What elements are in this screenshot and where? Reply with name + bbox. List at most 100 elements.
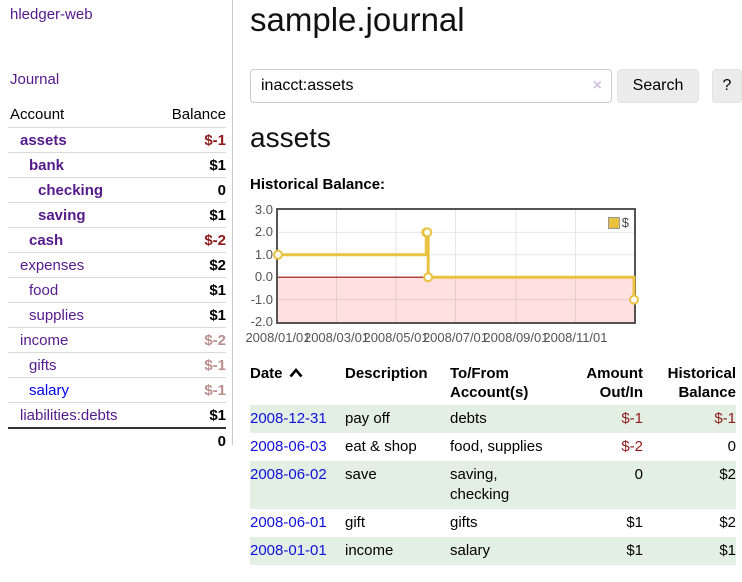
transaction-date-link[interactable]: 2008-01-01 [250, 542, 327, 559]
account-balance: $-1 [204, 128, 226, 152]
help-button[interactable]: ? [712, 69, 742, 103]
register-header-balance-line1: Historical [668, 365, 736, 382]
register-header-amount-line1: Amount [586, 365, 643, 382]
register-header-accounts-line1: To/From [450, 365, 509, 382]
y-axis-tick-label: 1.0 [250, 247, 273, 263]
register-cell-description: pay off [345, 405, 450, 433]
search-box: × [250, 69, 612, 103]
register-row: 2008-06-01 giftgifts$1$2 [250, 509, 736, 537]
register-cell-balance: $2 [643, 509, 736, 537]
transaction-date-link[interactable]: 2008-06-03 [250, 438, 327, 455]
account-link-food[interactable]: food [8, 278, 58, 302]
account-row: checking 0 [8, 177, 226, 202]
account-row: cash$-2 [8, 227, 226, 252]
account-balance: $1 [209, 153, 226, 177]
nav-journal-link[interactable]: Journal [10, 71, 59, 88]
account-link-saving[interactable]: saving [8, 203, 86, 227]
register-header-accounts[interactable]: To/From Account(s) [450, 364, 558, 405]
transaction-date-link[interactable]: 2008-06-01 [250, 514, 327, 531]
account-row: income $-2 [8, 327, 226, 352]
register-cell-amount: $1 [558, 537, 643, 565]
accounts-header-account: Account [10, 102, 64, 127]
register-cell-balance: $2 [643, 461, 736, 509]
chart-plot-area: $ [276, 208, 636, 324]
register-row: 2008-12-31pay offdebts$-1$-1 [250, 405, 736, 433]
account-row: expenses$2 [8, 252, 226, 277]
y-axis-tick-label: 0.0 [250, 269, 273, 285]
register-cell-date: 2008-06-02 [250, 461, 345, 509]
register-header-accounts-line2: Account(s) [450, 384, 528, 401]
page-title: sample.journal [250, 0, 465, 42]
account-link-liabilities-debts[interactable]: liabilities:debts [8, 403, 118, 427]
register-header-row: Date Description To/From Account(s) Amou… [250, 364, 736, 405]
account-link-assets[interactable]: assets [8, 128, 67, 152]
sidebar: hledger-web Journal Account Balance asse… [0, 0, 233, 445]
y-axis-tick-label: -1.0 [250, 292, 273, 308]
register-cell-date: 2008-06-03 [250, 433, 345, 461]
account-row: liabilities:debts $1 [8, 402, 226, 427]
register-cell-description: gift [345, 509, 450, 537]
account-link-checking[interactable]: checking [8, 178, 103, 202]
historical-balance-chart: 3.02.01.00.0-1.0-2.0 $ 2008/01/012008/03… [250, 204, 742, 346]
register-cell-description: eat & shop [345, 433, 450, 461]
accounts-total-value: 0 [218, 433, 226, 450]
account-link-cash[interactable]: cash [8, 228, 63, 252]
account-link-supplies[interactable]: supplies [8, 303, 84, 327]
search-input[interactable] [251, 70, 611, 102]
account-row: salary$-1 [8, 377, 226, 402]
accounts-total-row: 0 [8, 427, 226, 452]
register-cell-description: income [345, 537, 450, 565]
account-link-income[interactable]: income [8, 328, 68, 352]
y-axis-tick-label: 3.0 [250, 202, 273, 218]
search-button[interactable]: Search [617, 69, 699, 103]
register-cell-amount: $-1 [558, 405, 643, 433]
register-cell-accounts: salary [450, 537, 558, 565]
account-link-salary[interactable]: salary [8, 378, 69, 402]
series-label: $ [622, 215, 629, 230]
accounts-header-balance: Balance [172, 102, 226, 127]
register-cell-accounts: gifts [450, 509, 558, 537]
register-row: 2008-06-02savesaving, checking0$2 [250, 461, 736, 509]
account-row: saving$1 [8, 202, 226, 227]
account-balance: $-2 [204, 328, 226, 352]
account-balance: $1 [209, 303, 226, 327]
register-row: 2008-06-03eat & shopfood, supplies$-20 [250, 433, 736, 461]
account-balance: 0 [218, 178, 226, 202]
register-header-balance[interactable]: Historical Balance [643, 364, 736, 405]
account-row: food $1 [8, 277, 226, 302]
app-title-link[interactable]: hledger-web [10, 6, 93, 23]
main-content: sample.journal × Search ? assets Histori… [250, 0, 742, 582]
transaction-date-link[interactable]: 2008-06-02 [250, 466, 327, 483]
register-header-balance-line2: Balance [678, 384, 736, 401]
register-header-amount[interactable]: Amount Out/In [558, 364, 643, 405]
y-axis-tick-label: 2.0 [250, 224, 273, 240]
account-balance: $1 [209, 278, 226, 302]
chart-legend: $ [606, 214, 631, 231]
account-link-expenses[interactable]: expenses [8, 253, 84, 277]
register-cell-date: 2008-01-01 [250, 537, 345, 565]
account-link-bank[interactable]: bank [8, 153, 64, 177]
register-cell-amount: $-2 [558, 433, 643, 461]
account-balance: $1 [209, 403, 226, 427]
register-header-amount-line2: Out/In [600, 384, 643, 401]
clear-search-icon[interactable]: × [593, 77, 602, 95]
register-header-description[interactable]: Description [345, 364, 450, 405]
accounts-table: Account Balance assets $-1 bank $1 checking 0… [8, 102, 226, 452]
account-link-gifts[interactable]: gifts [8, 353, 57, 377]
register-cell-accounts: debts [450, 405, 558, 433]
register-cell-balance: $1 [643, 537, 736, 565]
register-cell-date: 2008-12-31 [250, 405, 345, 433]
account-row: gifts$-1 [8, 352, 226, 377]
register-cell-amount: 0 [558, 461, 643, 509]
account-row: supplies $1 [8, 302, 226, 327]
account-row: assets $-1 [8, 127, 226, 152]
accounts-table-header: Account Balance [8, 102, 226, 127]
register-header-date-label: Date [250, 365, 283, 382]
chart-title: Historical Balance: [250, 176, 385, 193]
transaction-date-link[interactable]: 2008-12-31 [250, 410, 327, 427]
register-cell-amount: $1 [558, 509, 643, 537]
register-cell-date: 2008-06-01 [250, 509, 345, 537]
register-cell-accounts: saving, checking [450, 461, 558, 509]
register-header-date[interactable]: Date [250, 364, 345, 405]
search-form: × Search ? [250, 69, 742, 103]
